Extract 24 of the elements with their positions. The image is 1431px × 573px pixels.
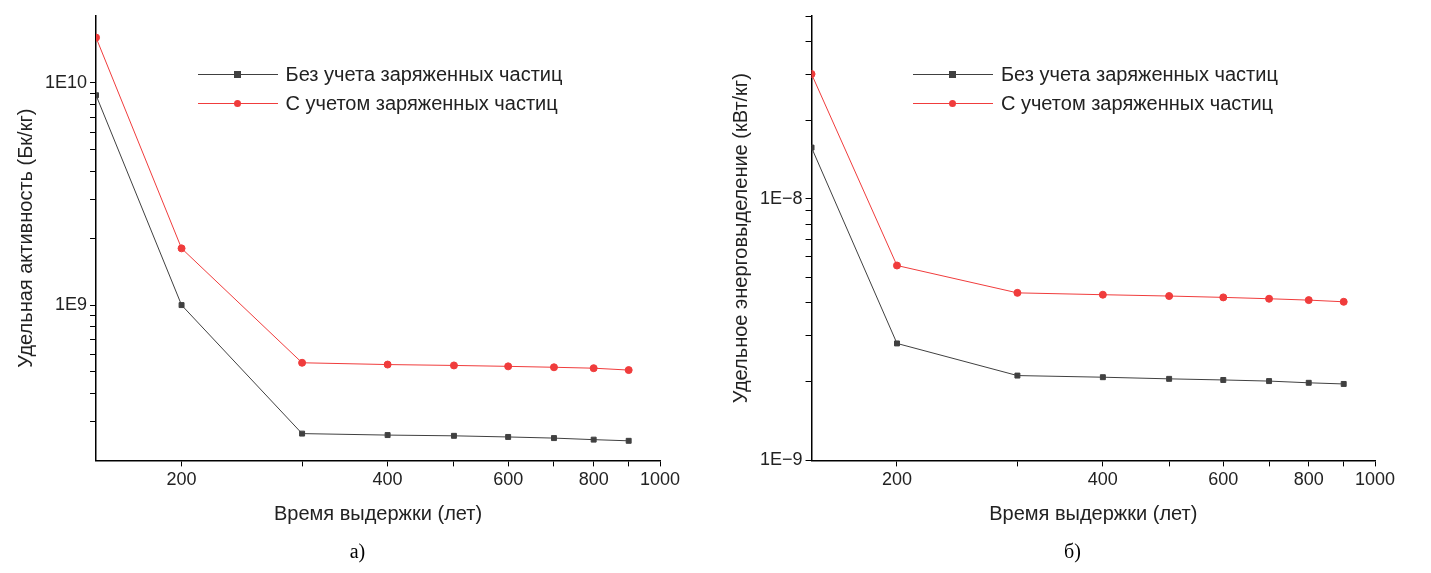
text: а) [348, 540, 367, 563]
y-axis-title: Удельное энерговыделение (кВт/кг) [728, 73, 751, 404]
legend-label: С учетом заряженных частиц [285, 92, 558, 116]
x-tick-label: 600 [1208, 469, 1239, 490]
y-tick-label: 1E−8 [759, 187, 803, 208]
y-tick-label: 1E−9 [759, 449, 803, 470]
x-axis-title: Время выдержки (лет) [989, 501, 1198, 524]
x-axis-title: Время выдержки (лет) [273, 501, 483, 524]
x-tick-label: 800 [578, 469, 609, 490]
x-tick-label: 1000 [1354, 469, 1396, 490]
legend-label: Без учета заряженных частиц [1000, 63, 1278, 87]
x-tick-label: 600 [493, 469, 524, 490]
y-tick-label: 1E9 [55, 294, 88, 315]
x-tick-label: 200 [166, 469, 197, 490]
x-tick-label: 1000 [639, 469, 681, 490]
x-tick-label: 400 [372, 469, 403, 490]
x-tick-label: 200 [881, 469, 913, 490]
text: б) [1063, 540, 1082, 563]
y-axis-title: Удельная активность (Бк/кг) [13, 108, 36, 368]
legend-label: С учетом заряженных частиц [1000, 92, 1274, 116]
legend-label: Без учета заряженных частиц [285, 63, 563, 87]
x-tick-label: 400 [1087, 469, 1118, 490]
x-tick-label: 800 [1293, 469, 1324, 490]
y-tick-label: 1E10 [44, 71, 88, 92]
